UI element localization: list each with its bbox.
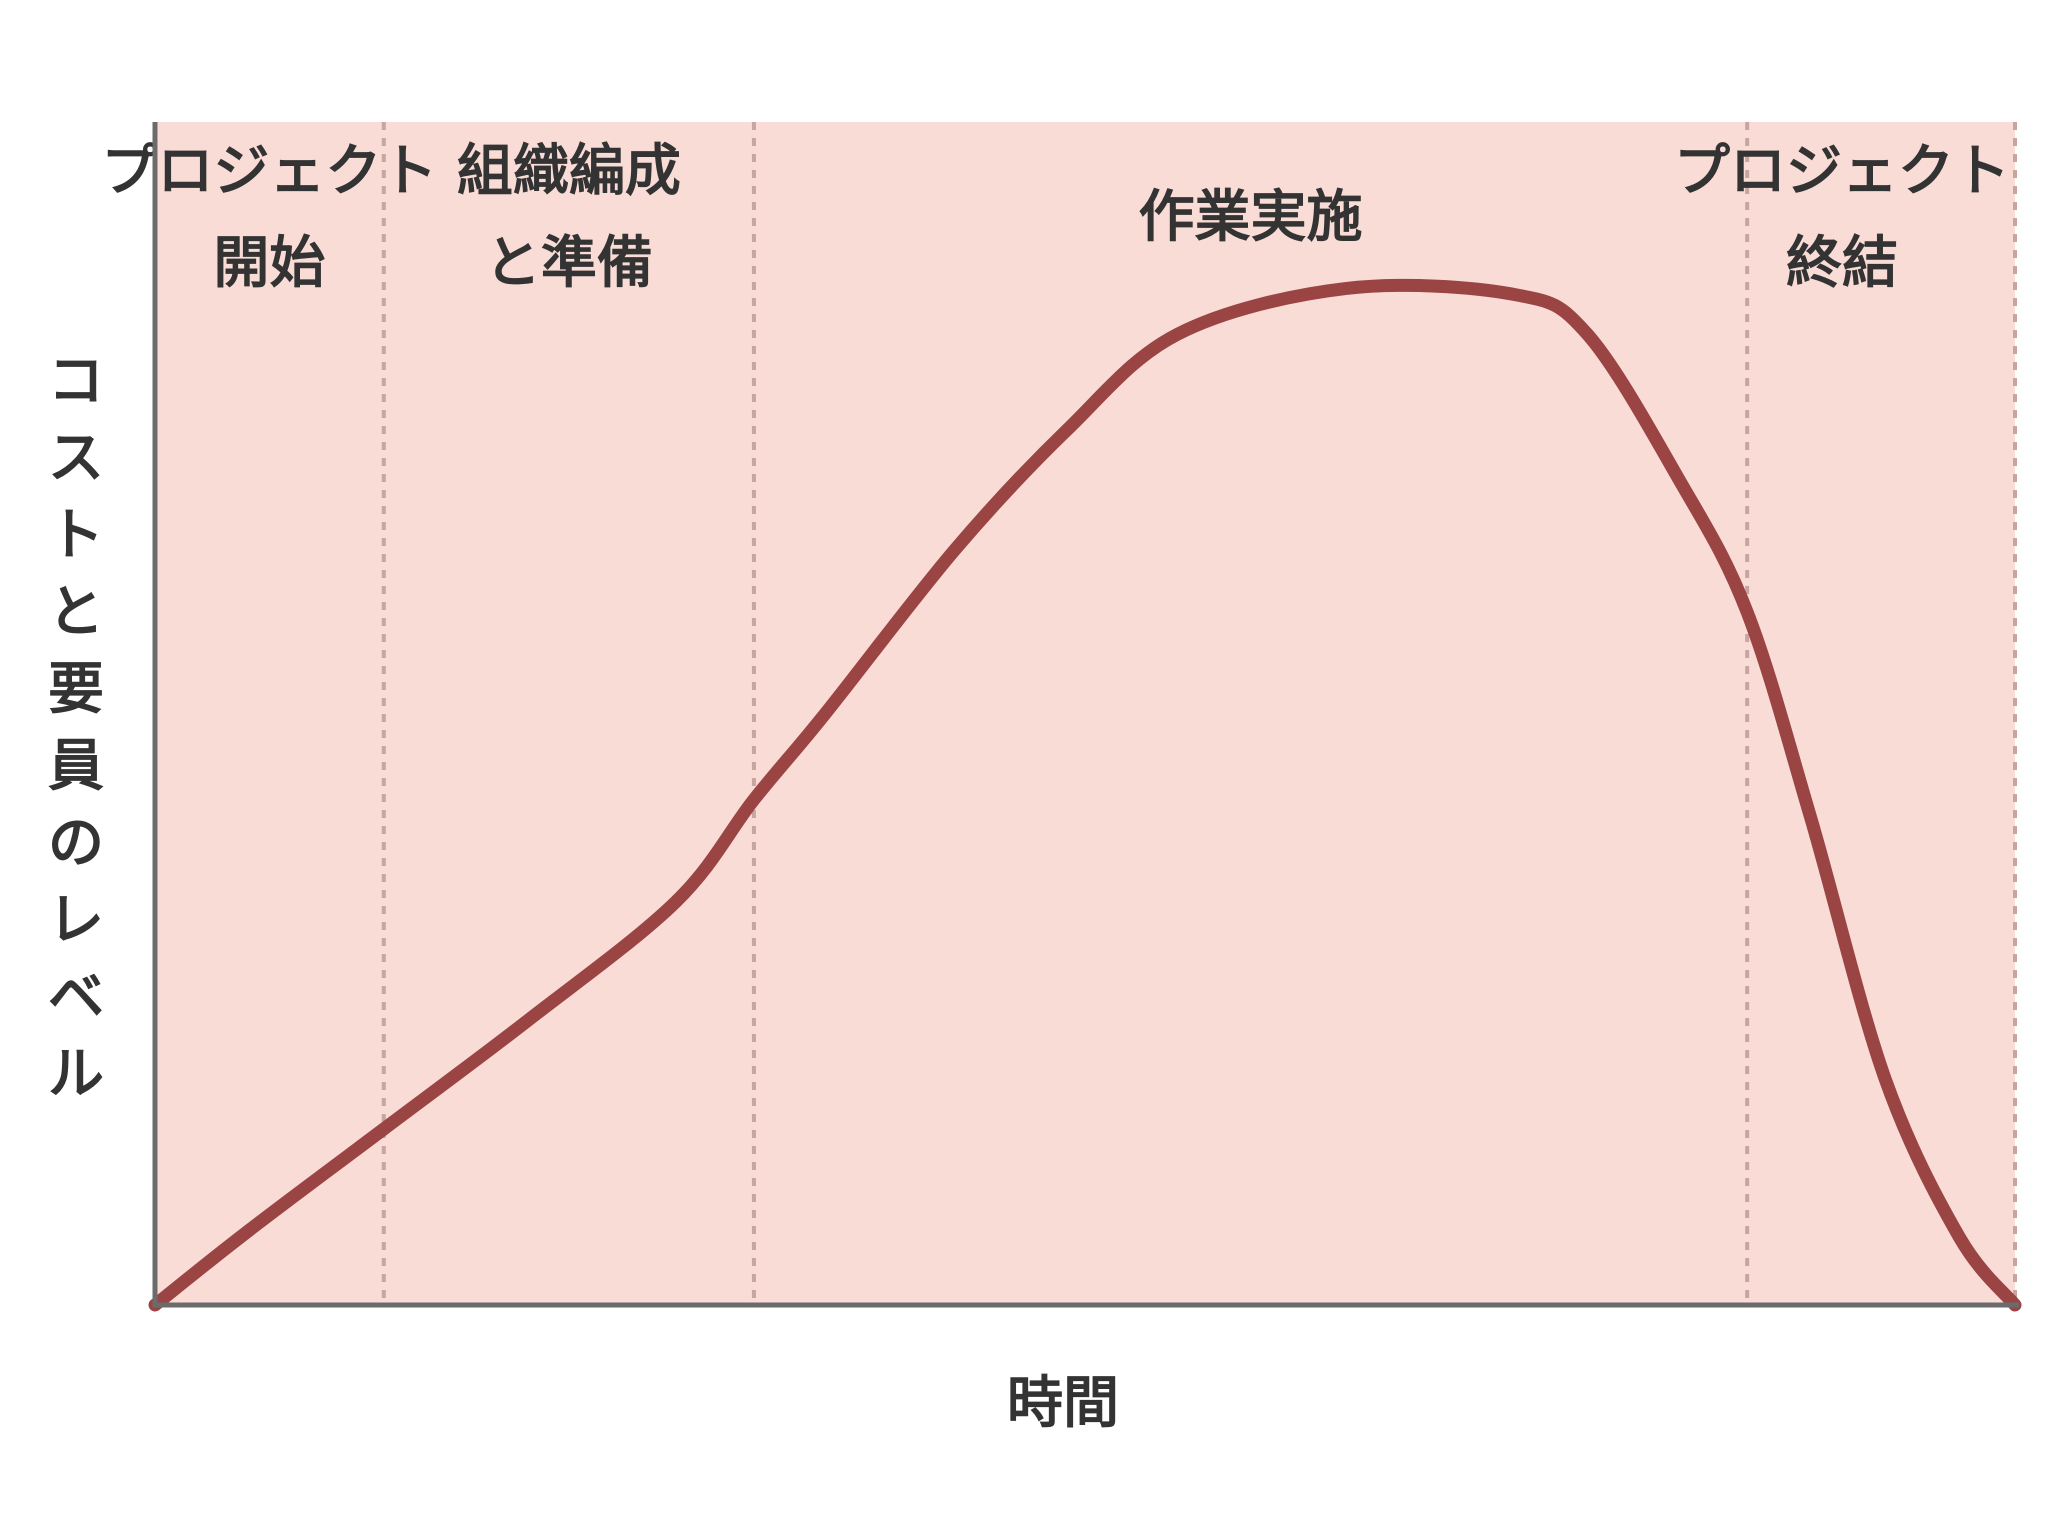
y-axis-label-char: ト bbox=[48, 503, 104, 568]
phase-label-2-line-2: と準備 bbox=[485, 231, 653, 296]
phase-dividers bbox=[381, 122, 2017, 1305]
y-axis-label-char: レ bbox=[48, 888, 104, 953]
x-axis-label: 時間 bbox=[1007, 1371, 1119, 1436]
y-axis-label-char: 要 bbox=[48, 657, 104, 722]
phase-label-4-line-2: 終結 bbox=[1786, 231, 1898, 296]
phase-label-2-line-1: 組織編成 bbox=[457, 139, 681, 204]
phase-label-1-line-1: プロジェクト bbox=[101, 139, 437, 204]
y-axis-label-char: ベ bbox=[48, 965, 104, 1030]
cost-staffing-curve bbox=[148, 278, 2022, 1312]
y-axis-label-char: ル bbox=[48, 1042, 104, 1107]
phase-label-1-line-2: 開始 bbox=[213, 231, 325, 296]
y-axis-label-char: ス bbox=[48, 426, 104, 491]
y-axis-label-char: コ bbox=[48, 349, 104, 414]
phase-label-4-line-1: プロジェクト bbox=[1674, 139, 2010, 204]
y-axis-label-char: の bbox=[48, 811, 104, 876]
phase-label-3-line-1: 作業実施 bbox=[1139, 185, 1363, 250]
y-axis-label-char: 員 bbox=[48, 734, 104, 799]
plot-background bbox=[155, 122, 2015, 1305]
y-axis-label-char: と bbox=[48, 580, 104, 645]
